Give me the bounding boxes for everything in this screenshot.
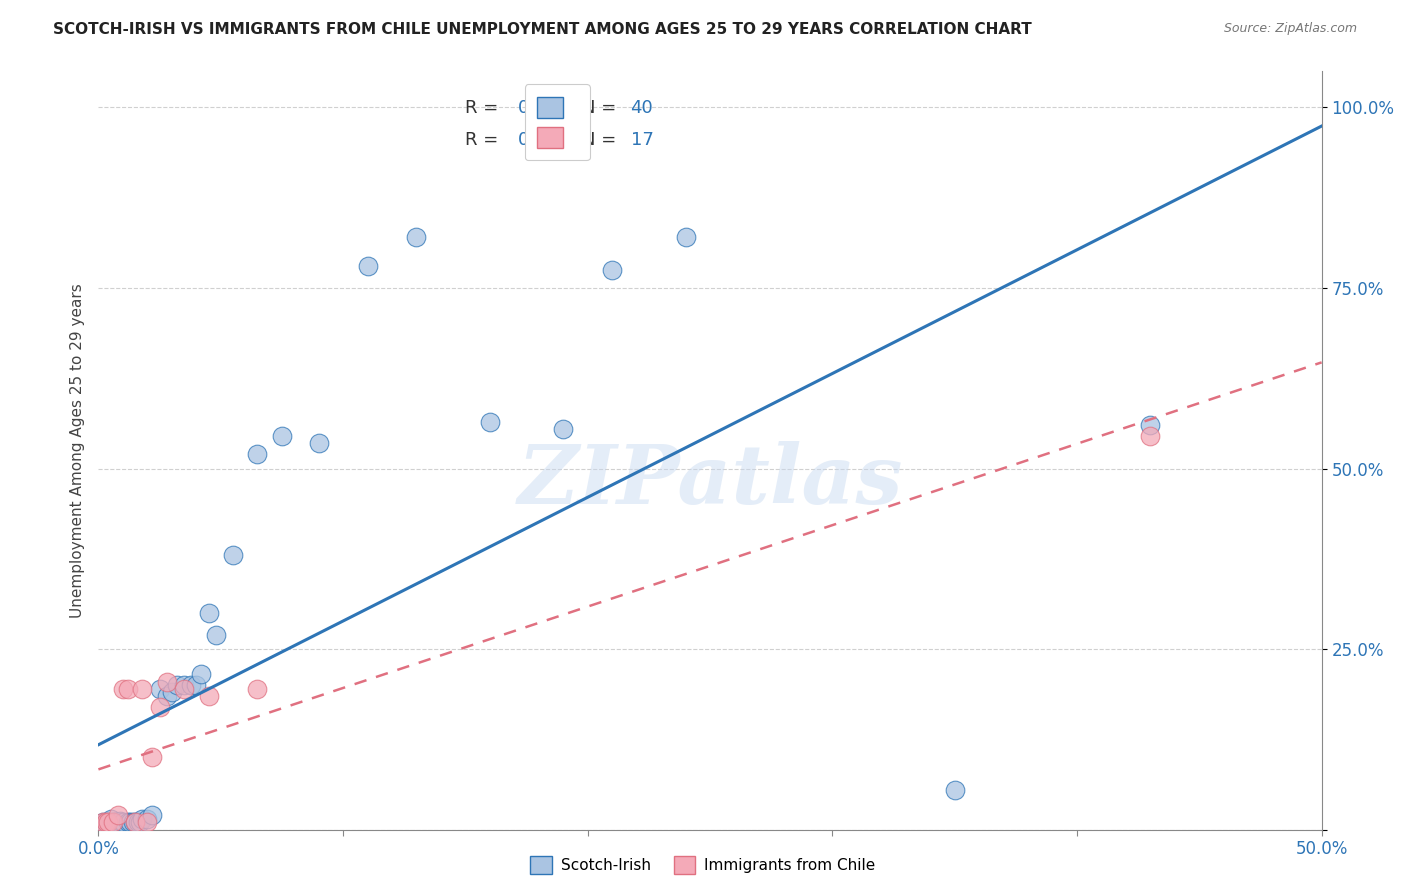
Point [101, 815, 124, 830]
Point [190, 667, 212, 681]
Point [675, 230, 697, 244]
Point [117, 681, 139, 696]
Point [117, 815, 139, 830]
Point [110, 814, 132, 828]
Text: 40: 40 [630, 99, 654, 117]
Point [129, 815, 152, 830]
Point [111, 681, 134, 696]
Point [124, 815, 146, 830]
Legend: , : , [524, 84, 589, 161]
Text: N =: N = [582, 130, 621, 149]
Point [356, 260, 378, 274]
Text: Source: ZipAtlas.com: Source: ZipAtlas.com [1223, 22, 1357, 36]
Point [205, 627, 228, 641]
Point [197, 606, 219, 620]
Point [121, 815, 143, 830]
Text: SCOTCH-IRISH VS IMMIGRANTS FROM CHILE UNEMPLOYMENT AMONG AGES 25 TO 29 YEARS COR: SCOTCH-IRISH VS IMMIGRANTS FROM CHILE UN… [53, 22, 1032, 37]
Point [246, 447, 269, 461]
Text: R =: R = [465, 99, 505, 117]
Point [120, 815, 142, 830]
Point [180, 678, 202, 692]
Point [222, 548, 245, 562]
Point [1139, 429, 1161, 443]
Point [270, 429, 294, 443]
Text: ZIPatlas: ZIPatlas [517, 441, 903, 521]
Point [246, 681, 269, 696]
Point [91, 815, 114, 830]
Point [156, 674, 179, 689]
Point [94, 815, 117, 830]
Point [131, 812, 153, 826]
Point [197, 689, 219, 703]
Point [600, 263, 623, 277]
Point [1139, 418, 1161, 433]
Point [107, 808, 129, 822]
Point [91, 815, 114, 830]
Point [104, 815, 127, 830]
Text: 17: 17 [630, 130, 654, 149]
Point [107, 815, 129, 830]
Point [131, 681, 153, 696]
Text: N =: N = [582, 99, 621, 117]
Point [94, 815, 117, 830]
Point [166, 678, 188, 692]
Point [101, 815, 124, 830]
Point [156, 689, 179, 703]
Point [136, 815, 159, 830]
Legend: Scotch-Irish, Immigrants from Chile: Scotch-Irish, Immigrants from Chile [524, 850, 882, 880]
Point [111, 815, 134, 830]
Point [149, 699, 172, 714]
Point [553, 422, 575, 436]
Point [943, 782, 966, 797]
Point [127, 815, 149, 830]
Text: 0.794: 0.794 [517, 99, 569, 117]
Point [478, 415, 501, 429]
Point [136, 812, 159, 826]
Point [173, 681, 195, 696]
Point [141, 808, 163, 822]
Point [97, 815, 120, 830]
Point [97, 815, 120, 830]
Y-axis label: Unemployment Among Ages 25 to 29 years: Unemployment Among Ages 25 to 29 years [69, 283, 84, 618]
Point [308, 436, 330, 450]
Point [160, 685, 183, 699]
Text: R =: R = [465, 130, 505, 149]
Point [124, 815, 146, 830]
Point [149, 681, 172, 696]
Point [186, 678, 208, 692]
Point [100, 812, 122, 826]
Point [141, 750, 163, 764]
Point [405, 230, 427, 244]
Point [173, 678, 195, 692]
Text: 0.265: 0.265 [517, 130, 569, 149]
